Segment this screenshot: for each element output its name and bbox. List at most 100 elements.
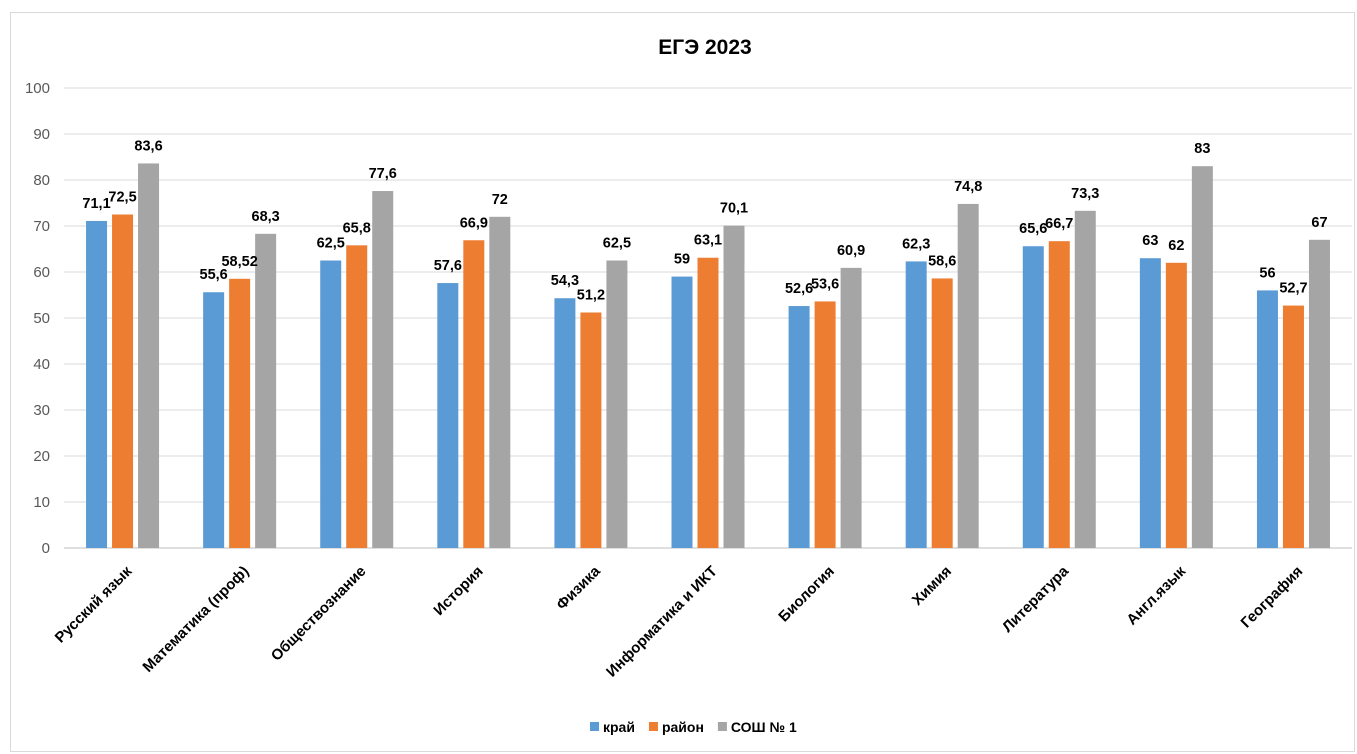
y-tick-label: 40 [33,356,50,373]
bar [723,225,745,549]
data-label: 72 [492,192,508,208]
data-label: 58,6 [928,253,956,269]
bar [372,191,394,549]
y-tick-label: 50 [33,310,50,327]
x-tick-label: Англ.язык [1123,562,1189,628]
y-axis: 0 10 20 30 40 50 60 70 80 90 100 [25,80,50,557]
chart-title: ЕГЭ 2023 [658,36,751,59]
bar [814,301,836,548]
bar [112,214,134,548]
data-label: 63,1 [694,233,722,249]
bar [788,306,810,548]
data-label: 52,6 [785,281,813,297]
legend: край район СОШ № 1 [590,719,797,735]
data-label: 63 [1142,233,1158,249]
x-axis: Русский язык Математика (проф) Обществозна… [52,562,1307,680]
legend-swatch [717,722,727,731]
data-label: 54,3 [551,273,579,289]
data-label: 65,8 [343,220,371,236]
data-label: 51,2 [577,287,605,303]
bar [229,278,251,548]
y-tick-label: 30 [33,402,50,419]
x-tick-label: Русский язык [52,562,136,646]
data-label: 53,6 [811,276,839,292]
bar [931,278,953,548]
x-tick-label: Обществознание [268,563,370,665]
y-tick-label: 20 [33,448,50,465]
data-label: 62,5 [317,236,345,252]
bar [1165,262,1187,548]
data-label: 57,6 [434,258,462,274]
y-tick-label: 100 [25,80,50,97]
x-tick-label: География [1238,563,1307,632]
x-tick-label: Математика (проф) [139,563,252,676]
data-label: 59 [674,252,690,268]
bar [554,298,576,548]
data-label: 66,7 [1045,216,1073,232]
x-tick-label: Химия [909,563,955,609]
bar [1074,210,1096,548]
bar [1191,166,1213,548]
bar [489,216,511,549]
x-tick-label: История [430,563,486,619]
legend-label: СОШ № 1 [731,719,797,735]
legend-label: район [662,719,704,735]
bar [697,257,719,548]
data-label: 77,6 [369,166,397,182]
bar [957,203,979,549]
bar [1308,239,1330,549]
bar [905,261,927,548]
bar [1282,305,1304,548]
x-tick-label: Физика [553,562,604,613]
x-tick-label: Литература [999,562,1073,636]
y-tick-label: 70 [33,218,50,235]
bar [463,240,485,548]
data-label: 58,52 [221,254,257,270]
bar [1048,241,1070,548]
data-label: 83 [1194,141,1210,157]
bar [671,276,693,548]
data-label: 60,9 [837,243,865,259]
y-tick-label: 80 [33,172,50,189]
bar [1256,290,1278,548]
data-labels: 71,172,583,655,658,5268,362,565,877,657,… [82,138,1327,303]
data-label: 62,5 [603,236,631,252]
bar [138,163,160,548]
bar [320,260,342,548]
y-tick-label: 90 [33,126,50,143]
data-label: 72,5 [108,190,136,206]
bar [255,233,277,548]
bar [606,260,628,548]
bar [1139,258,1161,548]
legend-swatch [590,722,599,731]
bars [86,163,1330,549]
data-label: 55,6 [200,267,228,283]
y-tick-label: 0 [42,540,50,557]
bar [346,245,368,548]
data-label: 56 [1259,265,1275,281]
bar [437,283,459,548]
data-label: 62 [1168,238,1184,254]
bar [580,312,602,548]
y-tick-label: 10 [33,494,50,511]
bar [840,267,862,548]
data-label: 65,6 [1019,221,1047,237]
y-tick-label: 60 [33,264,50,281]
data-label: 67 [1311,215,1327,231]
bar [203,292,225,548]
bar [86,220,108,548]
data-label: 73,3 [1071,186,1099,202]
x-tick-label: Биология [775,563,838,626]
legend-swatch [648,722,658,731]
data-label: 74,8 [954,179,982,195]
legend-label: край [603,719,635,735]
gridlines [64,87,1352,549]
data-label: 66,9 [460,215,488,231]
x-tick-label: Информатика и ИКТ [603,563,721,681]
data-label: 71,1 [82,196,110,212]
data-label: 62,3 [902,236,930,252]
data-label: 70,1 [720,201,748,217]
data-label: 83,6 [134,138,162,154]
bar [1022,246,1044,549]
